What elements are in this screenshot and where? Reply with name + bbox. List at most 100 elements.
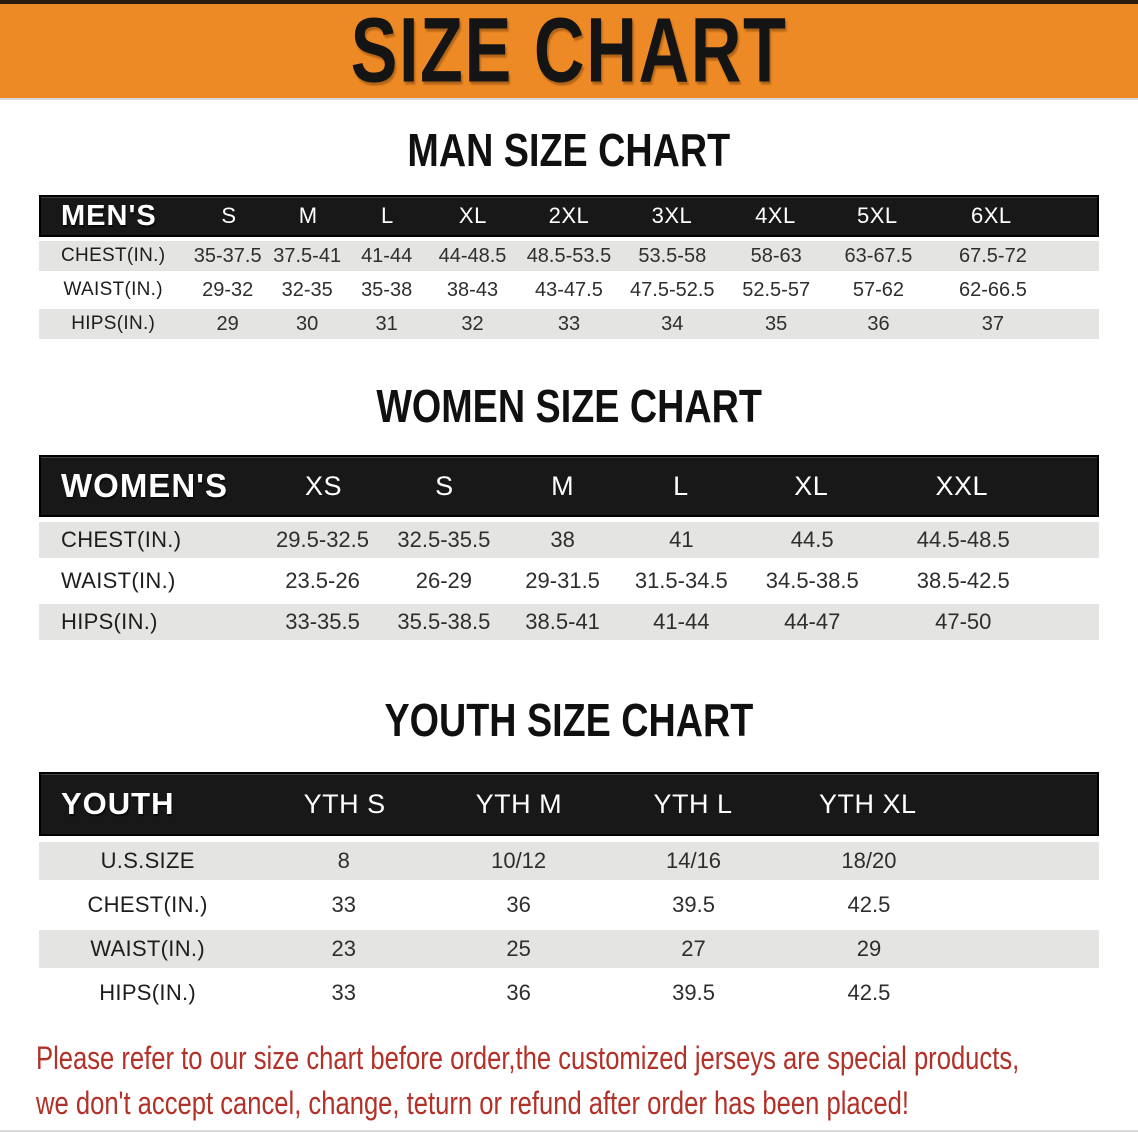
size-value: 39.5 (672, 980, 715, 1005)
size-value: 37 (981, 312, 1005, 335)
size-value: 47.5-52.5 (630, 278, 715, 301)
size-column-header: XXL (935, 470, 989, 501)
row-label: CHEST(IN.) (87, 892, 208, 917)
size-value: 36 (867, 312, 890, 335)
size-column-header: XL (794, 470, 829, 501)
size-column-header: 4XL (755, 203, 796, 228)
women-section-heading: WOMEN SIZE CHART (0, 383, 1138, 429)
size-value: 41 (669, 527, 694, 552)
men-table-header-row: MEN'S S M L XL 2XL 3XL 4XL 5XL 6XL (39, 195, 1099, 237)
youth-ussize-row: U.S.SIZE 8 10/12 14/16 18/20 (39, 842, 1099, 880)
size-value: 38 (550, 527, 575, 552)
size-column-header: L (673, 470, 689, 501)
spacer (957, 886, 1099, 924)
disclaimer-line-2: we don't accept cancel, change, teturn o… (36, 1084, 909, 1121)
size-column-header: 6XL (971, 203, 1012, 228)
size-column-header: YTH S (303, 788, 386, 819)
size-value: 29-31.5 (525, 568, 600, 593)
size-value: 44-47 (784, 609, 841, 634)
size-value: 35-38 (361, 278, 413, 301)
size-column-header: M (298, 203, 318, 228)
size-value: 14/16 (665, 848, 722, 873)
size-value: 33 (557, 312, 581, 335)
spacer (1042, 457, 1097, 515)
size-column-header: L (380, 203, 394, 228)
size-value: 29 (856, 936, 882, 961)
size-value: 31.5-34.5 (634, 568, 728, 593)
disclaimer: Please refer to our size chart before or… (0, 1036, 1138, 1126)
size-column-header: M (551, 470, 575, 501)
men-size-table: MEN'S S M L XL 2XL 3XL 4XL 5XL 6XL CHEST… (39, 195, 1099, 339)
size-value: 38-43 (446, 278, 499, 301)
size-column-header: YTH M (475, 788, 563, 819)
women-table-title: WOMEN'S (61, 467, 229, 504)
size-value: 33 (331, 892, 356, 917)
spacer (1057, 275, 1099, 305)
size-value: 8 (337, 848, 350, 873)
youth-table-title: YOUTH (61, 786, 175, 821)
size-value: 30 (296, 312, 319, 335)
size-value: 35 (765, 312, 788, 335)
size-value: 29 (216, 312, 239, 335)
spacer (1057, 309, 1099, 339)
size-value: 57-62 (852, 278, 905, 301)
size-value: 23.5-26 (285, 568, 360, 593)
spacer (1057, 241, 1099, 271)
size-value: 43-47.5 (535, 278, 603, 301)
size-value: 33-35.5 (285, 609, 360, 634)
size-value: 41-44 (361, 244, 413, 267)
disclaimer-line-1: Please refer to our size chart before or… (36, 1040, 1020, 1076)
size-value: 34.5-38.5 (765, 568, 859, 593)
size-value: 62-66.5 (959, 278, 1027, 301)
size-value: 41-44 (653, 609, 710, 634)
size-value: 44.5-48.5 (916, 527, 1010, 552)
size-value: 31 (375, 312, 398, 335)
spacer (1044, 563, 1099, 599)
women-size-table: WOMEN'S XS S M L XL XXL CHEST(IN.) 29.5-… (39, 455, 1099, 640)
size-value: 32.5-35.5 (397, 527, 491, 552)
size-value: 33 (331, 980, 356, 1005)
size-value: 37.5-41 (273, 244, 342, 267)
men-section-heading-text: MAN SIZE CHART (407, 124, 731, 176)
row-label: WAIST(IN.) (90, 936, 205, 961)
youth-hips-row: HIPS(IN.) 33 36 39.5 42.5 (39, 974, 1099, 1012)
youth-waist-row: WAIST(IN.) 23 25 27 29 (39, 930, 1099, 968)
size-column-header: YTH XL (819, 788, 917, 819)
men-waist-row: WAIST(IN.) 29-32 32-35 35-38 38-43 43-47… (39, 275, 1099, 305)
size-value: 44-48.5 (438, 244, 507, 267)
size-value: 23 (331, 936, 356, 961)
row-label: HIPS(IN.) (99, 980, 197, 1005)
bottom-divider (0, 1129, 1138, 1132)
size-value: 26-29 (415, 568, 473, 593)
spacer (1044, 604, 1099, 640)
size-value: 32-35 (281, 278, 333, 301)
page-title: SIZE CHART (350, 0, 788, 103)
size-value: 18/20 (841, 848, 897, 873)
size-value: 36 (506, 892, 531, 917)
size-column-header: YTH L (653, 788, 733, 819)
size-value: 34 (661, 312, 684, 335)
spacer (1055, 197, 1097, 235)
size-value: 38.5-42.5 (916, 568, 1010, 593)
spacer (955, 774, 1097, 834)
size-value: 38.5-41 (525, 609, 600, 634)
row-label: WAIST(IN.) (63, 279, 163, 300)
size-value: 29-32 (202, 278, 254, 301)
size-column-header: 5XL (856, 203, 898, 228)
row-label: CHEST(IN.) (61, 527, 182, 552)
size-value: 42.5 (847, 892, 891, 917)
spacer (957, 974, 1099, 1012)
size-value: 35.5-38.5 (397, 609, 491, 634)
size-value: 48.5-53.5 (526, 244, 612, 267)
size-column-header: 3XL (651, 203, 693, 228)
youth-section-heading: YOUTH SIZE CHART (0, 697, 1138, 743)
women-section-heading-text: WOMEN SIZE CHART (376, 380, 762, 432)
banner: SIZE CHART (0, 0, 1138, 100)
youth-table-header-row: YOUTH YTH S YTH M YTH L YTH XL (39, 772, 1099, 836)
size-value: 27 (681, 936, 706, 961)
size-value: 35-37.5 (193, 244, 262, 267)
size-value: 10/12 (491, 848, 547, 873)
men-chest-row: CHEST(IN.) 35-37.5 37.5-41 41-44 44-48.5… (39, 241, 1099, 271)
size-value: 36 (506, 980, 531, 1005)
women-chest-row: CHEST(IN.) 29.5-32.5 32.5-35.5 38 41 44.… (39, 522, 1099, 558)
